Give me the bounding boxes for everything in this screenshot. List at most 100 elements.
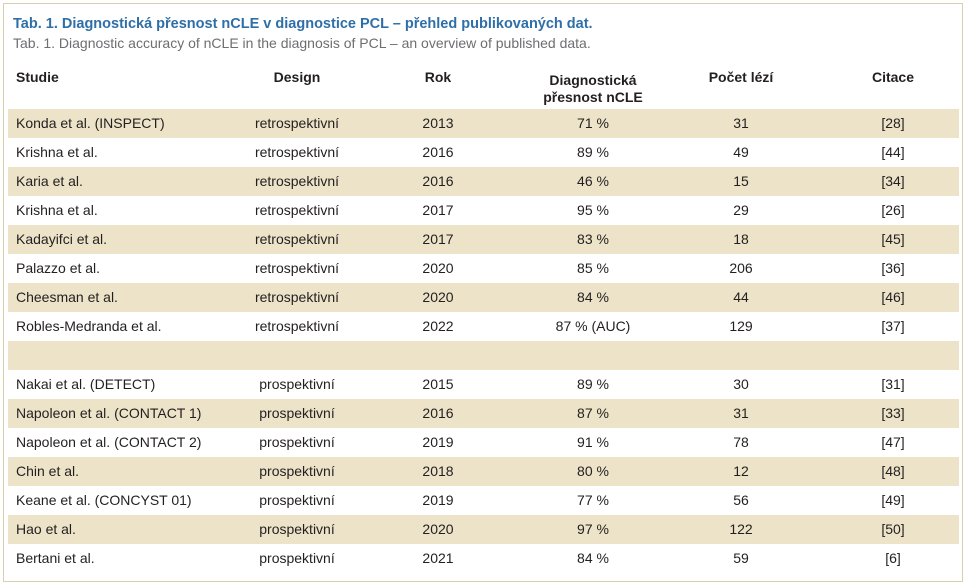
cell-accuracy: 85 % bbox=[577, 260, 609, 276]
cell-pocet: 59 bbox=[733, 550, 749, 566]
cell-studie: Bertani et al. bbox=[16, 550, 95, 566]
cell-citace: [45] bbox=[881, 231, 905, 247]
cell-design: prospektivní bbox=[259, 521, 335, 537]
table-row bbox=[8, 341, 959, 370]
cell-accuracy: 87 % bbox=[577, 405, 609, 421]
cell-design: retrospektivní bbox=[254, 318, 340, 334]
cell-accuracy: 89 % bbox=[577, 144, 609, 160]
cell-rok: 2013 bbox=[422, 115, 454, 131]
cell-citace: [47] bbox=[881, 434, 905, 450]
cell-studie: Palazzo et al. bbox=[16, 260, 101, 276]
cell-citace: [44] bbox=[881, 144, 905, 160]
cell-pocet: 18 bbox=[733, 231, 749, 247]
cell-rok: 2017 bbox=[422, 231, 454, 247]
cell-rok: 2019 bbox=[422, 434, 454, 450]
cell-rok: 2021 bbox=[422, 550, 454, 566]
cell-rok: 2020 bbox=[422, 260, 454, 276]
cell-accuracy: 80 % bbox=[577, 463, 609, 479]
header-pocet: Počet lézí bbox=[708, 69, 774, 85]
cell-pocet: 31 bbox=[733, 115, 749, 131]
cell-citace: [37] bbox=[881, 318, 905, 334]
cell-citace: [48] bbox=[881, 463, 905, 479]
table-row: Cheesman et al. retrospektivní 2020 84 % 44 [… bbox=[8, 283, 959, 312]
table-row: Robles-Medranda et al. retrospektivní 2022… bbox=[8, 312, 959, 341]
cell-design bbox=[228, 341, 366, 370]
cell-accuracy: 83 % bbox=[577, 231, 609, 247]
cell-pocet: 122 bbox=[729, 521, 753, 537]
cell-accuracy bbox=[518, 341, 668, 370]
cell-studie: Konda et al. (INSPECT) bbox=[16, 115, 165, 131]
cell-studie: Hao et al. bbox=[16, 521, 76, 537]
cell-accuracy: 97 % bbox=[577, 521, 609, 537]
cell-studie: Napoleon et al. (CONTACT 1) bbox=[16, 405, 202, 421]
cell-accuracy: 95 % bbox=[577, 202, 609, 218]
cell-rok: 2020 bbox=[422, 289, 454, 305]
cell-pocet: 206 bbox=[729, 260, 753, 276]
header-accuracy-line1: Diagnostická bbox=[549, 72, 637, 88]
table-row: Napoleon et al. (CONTACT 2) prospektivní 2… bbox=[8, 428, 959, 457]
cell-design: retrospektivní bbox=[254, 202, 340, 218]
cell-studie: Nakai et al. (DETECT) bbox=[16, 376, 156, 392]
table-row: Krishna et al. retrospektivní 2016 89 % 49 [4… bbox=[8, 138, 959, 167]
cell-studie: Chin et al. bbox=[16, 463, 80, 479]
cell-design: prospektivní bbox=[259, 405, 335, 421]
caption-english: Tab. 1. Diagnostic accuracy of nCLE in t… bbox=[13, 35, 591, 51]
cell-citace: [28] bbox=[881, 115, 905, 131]
cell-rok: 2015 bbox=[422, 376, 454, 392]
cell-citace: [31] bbox=[881, 376, 905, 392]
cell-design: retrospektivní bbox=[254, 173, 340, 189]
cell-rok: 2022 bbox=[422, 318, 454, 334]
cell-design: prospektivní bbox=[259, 492, 335, 508]
cell-accuracy: 46 % bbox=[577, 173, 609, 189]
table-row: Bertani et al. prospektivní 2021 84 % 59 [6] bbox=[8, 544, 959, 573]
cell-accuracy: 91 % bbox=[577, 434, 609, 450]
cell-citace: [36] bbox=[881, 260, 905, 276]
cell-citace: [50] bbox=[881, 521, 905, 537]
cell-pocet: 49 bbox=[733, 144, 749, 160]
cell-pocet: 12 bbox=[733, 463, 749, 479]
cell-accuracy: 87 % (AUC) bbox=[555, 318, 631, 334]
data-table: Studie Design Rok Diagnostická přesnost … bbox=[8, 64, 959, 573]
cell-pocet: 31 bbox=[733, 405, 749, 421]
table-row: Keane et al. (CONCYST 01) prospektivní 201… bbox=[8, 486, 959, 515]
cell-accuracy: 84 % bbox=[577, 550, 609, 566]
cell-citace: [34] bbox=[881, 173, 905, 189]
cell-pocet: 78 bbox=[733, 434, 749, 450]
cell-design: prospektivní bbox=[259, 376, 335, 392]
cell-design: retrospektivní bbox=[254, 289, 340, 305]
cell-studie: Krishna et al. bbox=[16, 144, 98, 160]
cell-citace bbox=[828, 341, 958, 370]
cell-citace: [46] bbox=[881, 289, 905, 305]
cell-design: retrospektivní bbox=[254, 115, 340, 131]
cell-pocet: 129 bbox=[729, 318, 753, 334]
caption-czech: Tab. 1. Diagnostická přesnost nCLE v dia… bbox=[13, 16, 593, 32]
cell-design: prospektivní bbox=[259, 463, 335, 479]
header-rok: Rok bbox=[424, 69, 452, 85]
cell-rok: 2016 bbox=[422, 144, 454, 160]
table-row: Hao et al. prospektivní 2020 97 % 122 [50] bbox=[8, 515, 959, 544]
cell-design: retrospektivní bbox=[254, 231, 340, 247]
cell-rok: 2016 bbox=[422, 173, 454, 189]
cell-accuracy: 71 % bbox=[577, 115, 609, 131]
cell-accuracy: 77 % bbox=[577, 492, 609, 508]
cell-studie: Kadayifci et al. bbox=[16, 231, 108, 247]
cell-studie: Napoleon et al. (CONTACT 2) bbox=[16, 434, 202, 450]
table-row: Napoleon et al. (CONTACT 1) prospektivní 2… bbox=[8, 399, 959, 428]
cell-citace: [49] bbox=[881, 492, 905, 508]
cell-design: retrospektivní bbox=[254, 260, 340, 276]
cell-design: prospektivní bbox=[259, 434, 335, 450]
header-accuracy: Diagnostická přesnost nCLE bbox=[518, 64, 668, 109]
header-citace: Citace bbox=[871, 69, 915, 85]
table-row: Nakai et al. (DETECT) prospektivní 2015 89 … bbox=[8, 370, 959, 399]
header-design: Design bbox=[273, 69, 321, 85]
cell-rok: 2020 bbox=[422, 521, 454, 537]
table-row: Krishna et al. retrospektivní 2017 95 % 29 [2… bbox=[8, 196, 959, 225]
cell-pocet: 29 bbox=[733, 202, 749, 218]
table-row: Chin et al. prospektivní 2018 80 % 12 [48] bbox=[8, 457, 959, 486]
table-header: Studie Design Rok Diagnostická přesnost … bbox=[8, 64, 959, 109]
table-row: Konda et al. (INSPECT) retrospektivní 2013… bbox=[8, 109, 959, 138]
table-row: Karia et al. retrospektivní 2016 46 % 15 [34] bbox=[8, 167, 959, 196]
cell-studie: Cheesman et al. bbox=[16, 289, 118, 305]
cell-rok: 2016 bbox=[422, 405, 454, 421]
cell-design: retrospektivní bbox=[254, 144, 340, 160]
